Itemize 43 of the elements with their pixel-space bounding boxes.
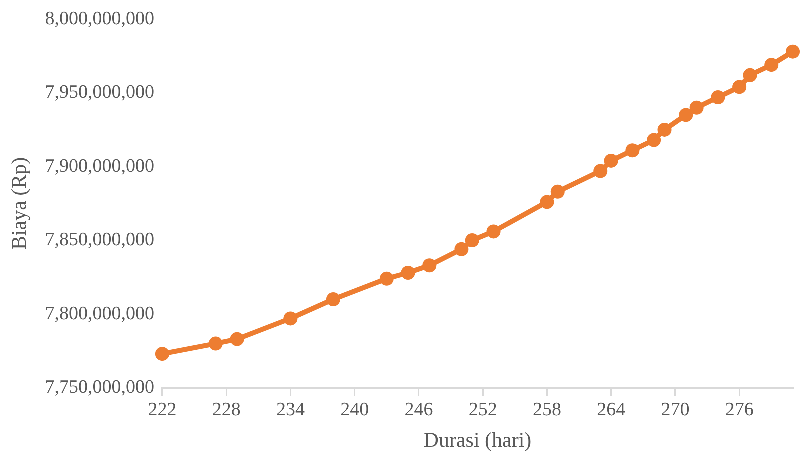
y-tick-label: 7,900,000,000 [45,156,154,177]
point [454,242,469,256]
x-tick-label: 240 [340,399,370,420]
point [465,234,480,248]
x-tick-label: 252 [468,399,498,420]
point [401,266,416,280]
point [486,224,501,239]
point [550,184,565,199]
point [604,154,618,168]
point [626,144,640,158]
point [647,133,662,148]
point [764,58,779,72]
y-tick-label: 7,850,000,000 [45,230,154,251]
x-axis-title: Durasi (hari) [424,428,532,452]
point [711,90,726,105]
x-tick-label: 258 [532,399,562,420]
point [690,100,704,115]
point [230,332,244,346]
point [380,272,394,286]
y-axis-title: Biaya (Rp) [7,157,32,250]
point [540,195,554,210]
x-tick-label: 264 [597,399,626,420]
point [284,312,298,326]
point [658,122,672,137]
y-tick-label: 8,000,000,000 [45,8,154,30]
y-tick-label: 7,950,000,000 [45,82,154,104]
point [422,258,437,273]
x-tick-label: 222 [148,399,177,420]
y-tick-label: 7,800,000,000 [45,303,154,324]
x-tick-label: 270 [661,399,690,420]
x-tick-label: 234 [276,399,306,420]
x-tick-label: 246 [404,399,434,420]
x-tick-label: 228 [212,399,241,420]
point [732,80,747,94]
x-tick-label: 276 [725,399,754,420]
y-tick-label: 7,750,000,000 [45,376,154,398]
point [743,68,758,82]
point [326,292,340,307]
point [155,347,170,362]
point [594,164,608,178]
point [208,336,223,351]
point [679,108,694,122]
point [786,44,800,59]
